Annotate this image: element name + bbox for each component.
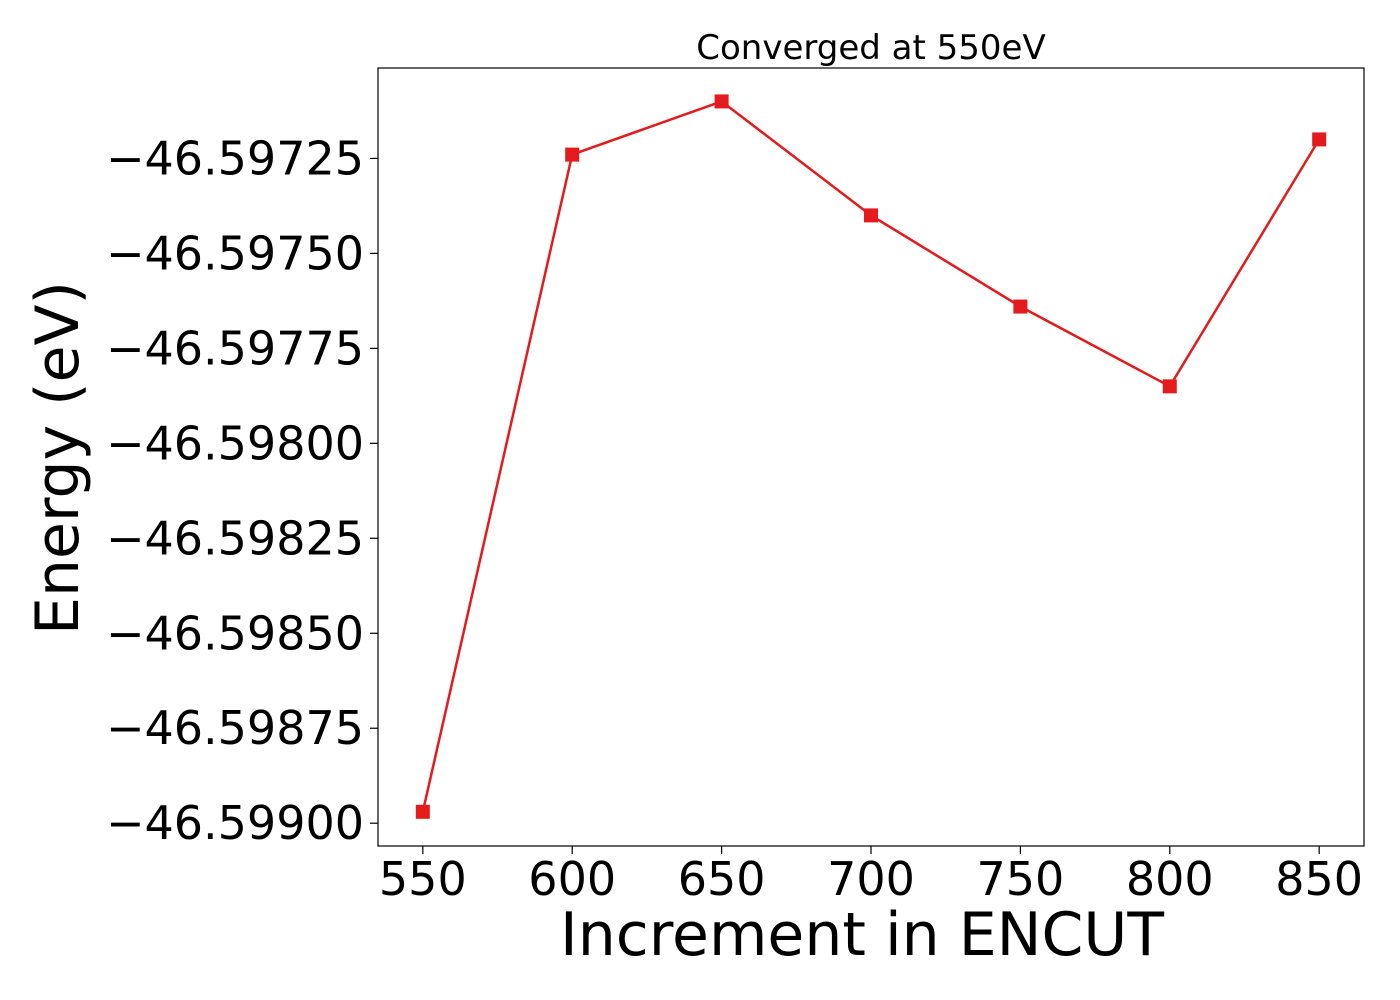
x-tick-label: 650 — [678, 852, 766, 906]
x-tick-label: 700 — [827, 852, 915, 906]
data-point-marker — [1162, 379, 1177, 394]
data-point-marker — [415, 804, 430, 819]
y-tick-label: −46.59900 — [106, 796, 364, 850]
series-line — [421, 100, 1321, 813]
y-tick-label: −46.59750 — [106, 226, 364, 280]
y-axis: −46.59725 −46.59750 −46.59775 −46.59800 −46.… — [106, 131, 378, 850]
y-tick-label: −46.59875 — [106, 701, 364, 755]
chart-title: Converged at 550eV — [696, 28, 1045, 68]
x-axis: 550 600 650 700 750 800 850 — [379, 846, 1363, 906]
data-point-marker — [714, 94, 729, 109]
y-axis-label: Energy (eV) — [23, 281, 93, 635]
data-point-marker — [1013, 299, 1028, 314]
x-tick-label: 800 — [1126, 852, 1214, 906]
y-tick-label: −46.59775 — [106, 321, 364, 375]
series-group — [415, 94, 1327, 819]
x-tick-label: 600 — [528, 852, 616, 906]
data-point-marker — [864, 208, 878, 223]
y-tick-label: −46.59850 — [106, 606, 364, 660]
x-tick-label: 850 — [1275, 852, 1363, 906]
plot-frame — [377, 67, 1365, 847]
x-tick-label: 550 — [379, 852, 467, 906]
data-point-marker — [1312, 132, 1327, 147]
x-tick-label: 750 — [976, 852, 1064, 906]
y-tick-label: −46.59725 — [106, 131, 364, 185]
data-point-marker — [565, 147, 580, 162]
y-tick-label: −46.59800 — [106, 416, 364, 470]
x-axis-label: Increment in ENCUT — [560, 900, 1164, 970]
y-tick-label: −46.59825 — [106, 511, 364, 565]
